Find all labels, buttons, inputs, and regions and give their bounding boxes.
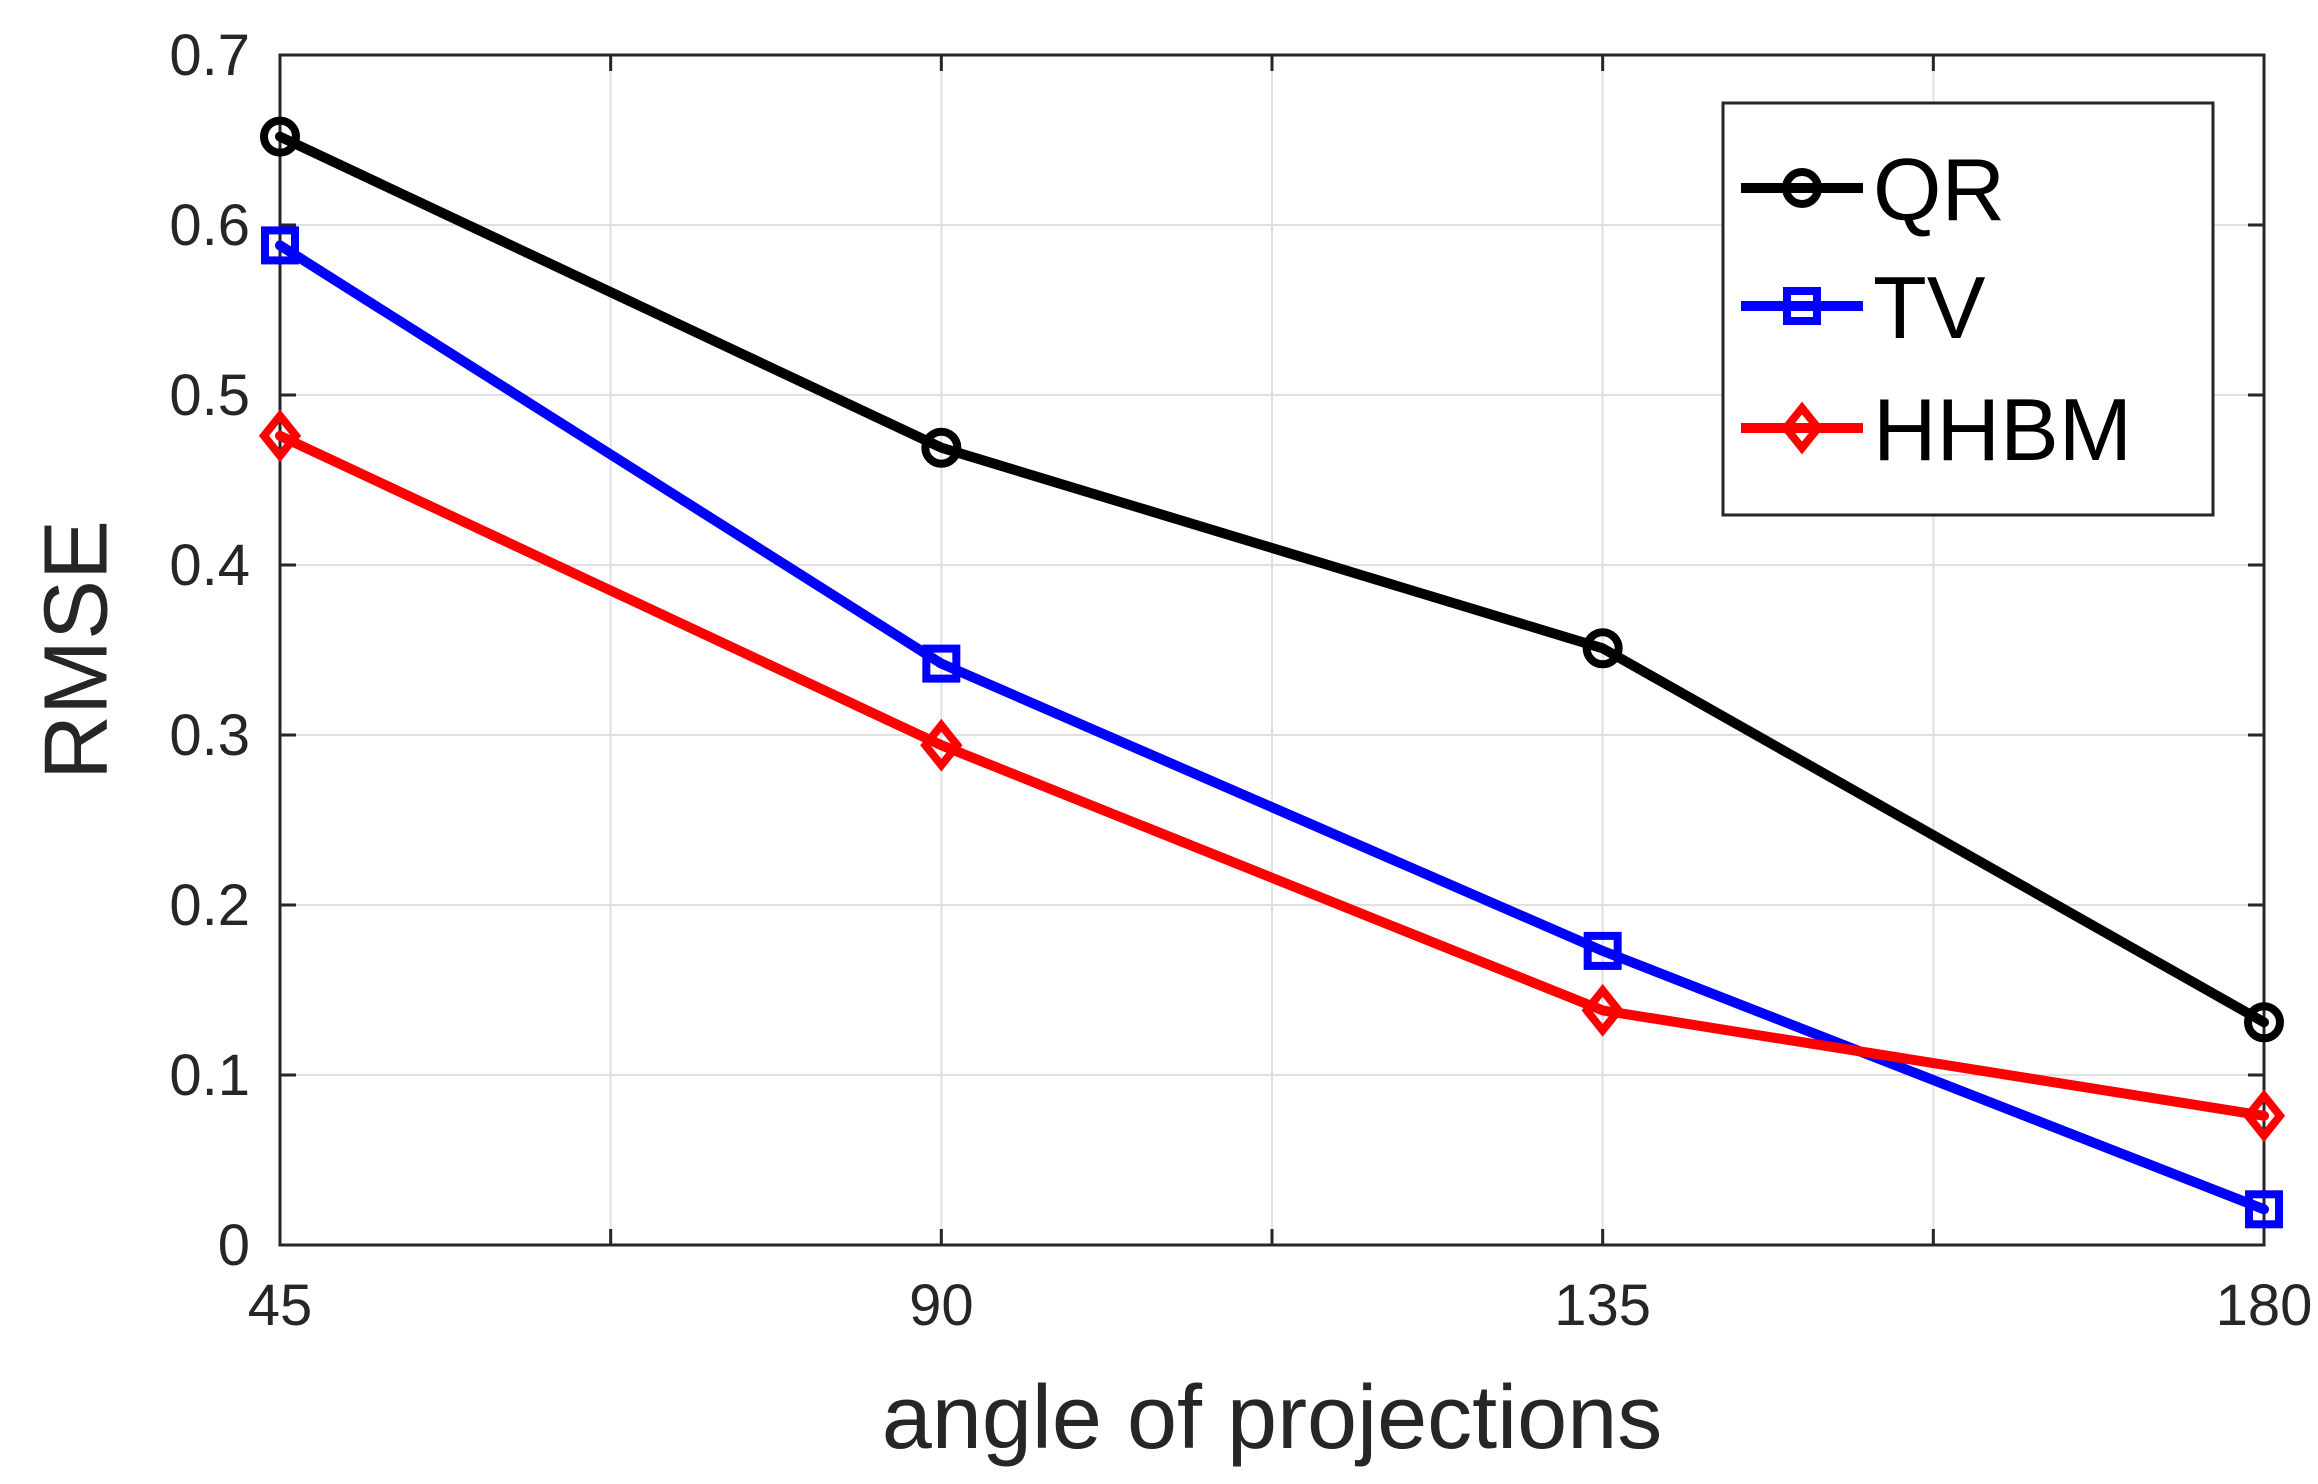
axes: 45 90 135 180 0 0.1 0.2 0.3 0.4 0.5 0.6 0.7 [169, 23, 2312, 1338]
x-tick-label: 90 [909, 1273, 974, 1338]
y-tick-label: 0.1 [169, 1043, 250, 1108]
series-line-qr [275, 131, 2269, 1028]
data-point-hhbm [920, 718, 963, 772]
legend-label-qr: QR [1873, 140, 2005, 239]
data-point-qr [921, 427, 962, 468]
x-tick-label: 135 [1554, 1273, 1651, 1338]
legend-marker-tv [1783, 287, 1821, 325]
y-tick-label: 0.5 [169, 363, 250, 428]
y-tick-label: 0.3 [169, 703, 250, 768]
data-point-tv [261, 226, 299, 265]
data-series [258, 116, 2286, 1229]
data-point-hhbm [258, 409, 302, 463]
data-point-qr [260, 116, 300, 157]
series-qr [260, 116, 2284, 1043]
legend-marker-hhbm [1780, 401, 1824, 455]
legend-label-tv: TV [1873, 258, 1986, 357]
y-tick-label: 0.7 [169, 23, 250, 88]
series-line-hhbm [275, 430, 2269, 1121]
data-point-tv [922, 644, 961, 683]
legend-item-hhbm: HHBM [1741, 380, 2132, 479]
data-point-tv [1583, 931, 1622, 970]
data-point-qr [1582, 628, 1623, 669]
data-point-hhbm [2242, 1089, 2286, 1143]
x-axis-label: angle of projections [882, 1368, 1663, 1468]
y-tick-label: 0 [218, 1213, 250, 1278]
y-axis-label: RMSE [27, 520, 127, 780]
data-point-qr [2244, 1002, 2284, 1043]
series-tv [261, 226, 2283, 1229]
legend-item-qr: QR [1741, 140, 2005, 239]
legend-label-hhbm: HHBM [1873, 380, 2132, 479]
legend-marker-qr [1782, 168, 1822, 208]
series-hhbm [258, 409, 2286, 1143]
x-tick-label: 180 [2216, 1273, 2313, 1338]
data-point-hhbm [1581, 983, 1624, 1037]
legend: QR TV HHBM [1721, 101, 2215, 517]
y-tick-label: 0.4 [169, 533, 250, 598]
x-tick-label: 45 [248, 1273, 313, 1338]
series-line-tv [275, 240, 2269, 1215]
legend-item-tv: TV [1741, 258, 1986, 357]
y-tick-label: 0.2 [169, 873, 250, 938]
y-tick-label: 0.6 [169, 193, 250, 258]
data-point-tv [2245, 1190, 2283, 1229]
